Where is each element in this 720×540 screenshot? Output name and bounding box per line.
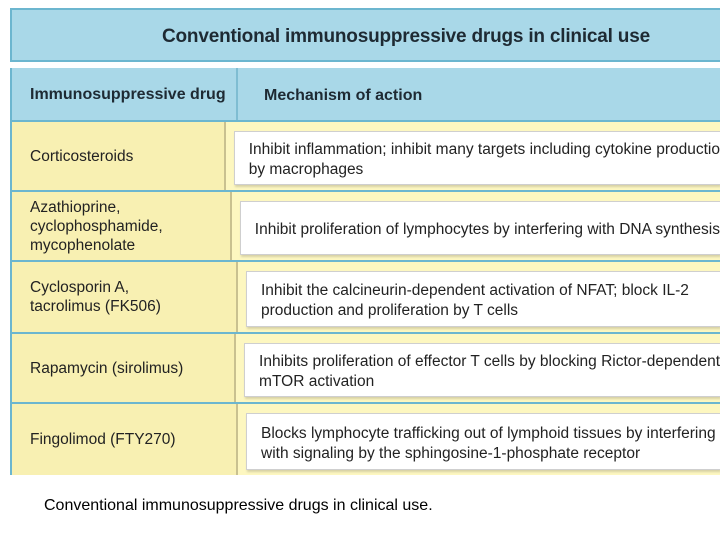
mechanism-cell: Inhibit inflammation; inhibit many targe… [226, 122, 720, 190]
table-row: Azathioprine, cyclophosphamide, mycophen… [12, 192, 720, 260]
mechanism-line: by macrophages [248, 161, 364, 178]
mechanism-box: Blocks lymphocyte trafficking out of lym… [246, 413, 720, 470]
mechanism-line: Inhibits proliferation of effector T cel… [259, 353, 720, 370]
mechanism-box: Inhibit proliferation of lymphocytes by … [239, 201, 720, 255]
mechanism-line: with signaling by the sphingosine-1-phos… [261, 444, 641, 462]
table-title-bar: Conventional immunosuppressive drugs in … [10, 8, 720, 62]
table-row: Rapamycin (sirolimus) Inhibits prolifera… [12, 334, 720, 402]
drug-cell: Azathioprine, cyclophosphamide, mycophen… [12, 192, 232, 260]
row-divider [12, 190, 720, 192]
drug-line: Rapamycin (sirolimus) [30, 359, 184, 377]
mechanism-line: Inhibit proliferation of lymphocytes by … [254, 221, 720, 238]
table-title: Conventional immunosuppressive drugs in … [162, 26, 650, 47]
drug-table: Immunosuppressive drug Mechanism of acti… [10, 68, 720, 475]
drug-line: Fingolimod (FTY270) [30, 431, 176, 448]
table-row: Fingolimod (FTY270) Blocks lymphocyte tr… [12, 404, 720, 475]
drug-line: Cyclosporin A, [30, 279, 130, 296]
drug-line: Azathioprine, [30, 198, 121, 216]
row-divider [12, 332, 720, 334]
row-divider [12, 260, 720, 262]
header-drug: Immunosuppressive drug [12, 68, 238, 120]
table-row: Cyclosporin A, tacrolimus (FK506) Inhibi… [12, 262, 720, 332]
mechanism-cell: Inhibit the calcineurin-dependent activa… [238, 262, 720, 332]
mechanism-line: Inhibit inflammation; inhibit many targe… [248, 141, 720, 158]
row-divider [12, 402, 720, 404]
mechanism-cell: Blocks lymphocyte trafficking out of lym… [238, 404, 720, 475]
drug-line: Corticosteroids [30, 147, 134, 165]
mechanism-line: mTOR activation [259, 373, 375, 390]
mechanism-box: Inhibit inflammation; inhibit many targe… [233, 131, 720, 185]
drug-line: cyclophosphamide, [30, 217, 163, 235]
figure-caption: Conventional immunosuppressive drugs in … [44, 497, 433, 514]
drug-cell: Cyclosporin A, tacrolimus (FK506) [12, 262, 238, 332]
mechanism-line: Blocks lymphocyte trafficking out of lym… [261, 424, 716, 442]
mechanism-line: Inhibit the calcineurin-dependent activa… [261, 282, 689, 299]
table-header-row: Immunosuppressive drug Mechanism of acti… [12, 68, 720, 122]
mechanism-line: production and proliferation by T cells [261, 302, 519, 319]
drug-line: mycophenolate [30, 236, 136, 254]
mechanism-cell: Inhibit proliferation of lymphocytes by … [232, 192, 720, 260]
drug-cell: Rapamycin (sirolimus) [12, 334, 237, 402]
header-mechanism: Mechanism of action [238, 68, 720, 120]
mechanism-box: Inhibit the calcineurin-dependent activa… [246, 271, 720, 327]
drug-cell: Corticosteroids [12, 122, 226, 190]
drug-line: tacrolimus (FK506) [30, 298, 161, 315]
mechanism-box: Inhibits proliferation of effector T cel… [244, 343, 720, 397]
mechanism-cell: Inhibits proliferation of effector T cel… [236, 334, 720, 402]
table-row: Corticosteroids Inhibit inflammation; in… [12, 122, 720, 190]
drug-cell: Fingolimod (FTY270) [12, 404, 238, 475]
